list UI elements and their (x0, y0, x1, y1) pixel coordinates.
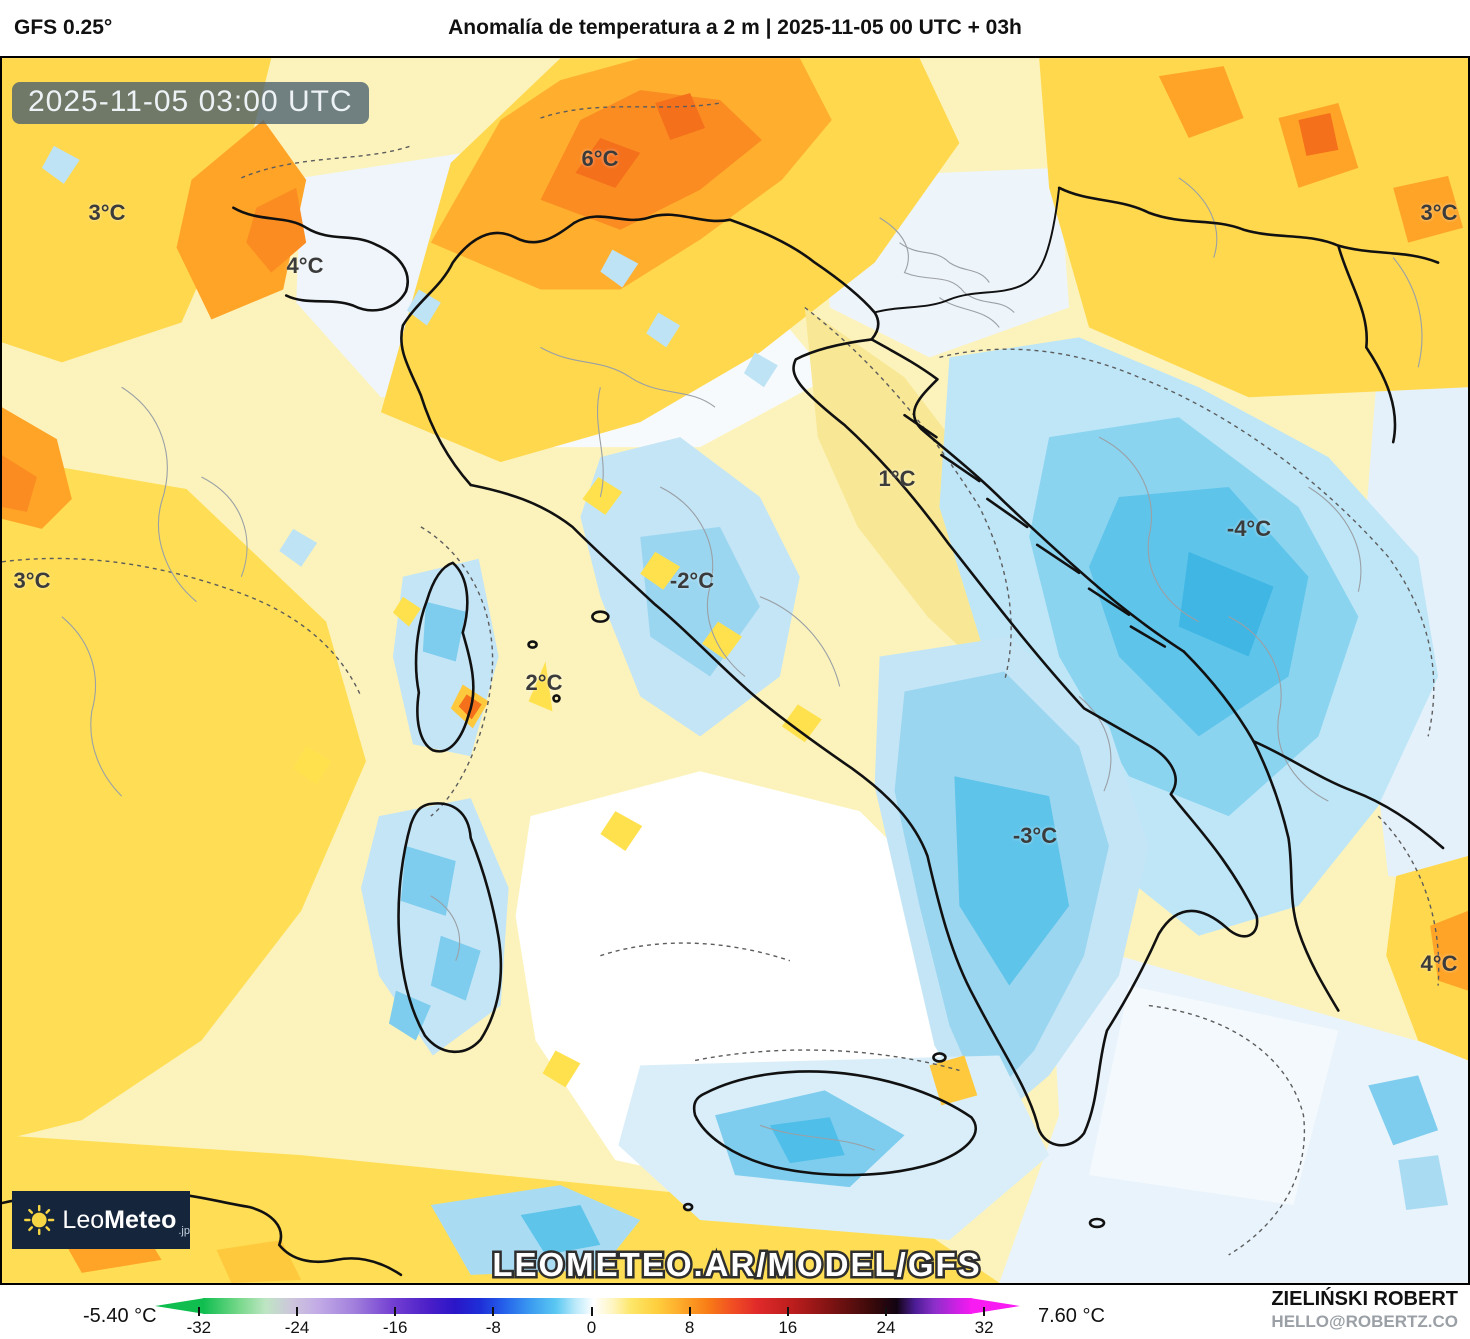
colorbar (155, 1298, 1020, 1314)
tick-label: -24 (284, 1318, 310, 1337)
tick-mark (492, 1307, 495, 1316)
tick-label: 24 (876, 1318, 896, 1337)
colorbar-left-arrow (155, 1298, 205, 1314)
logo-suffix: .jp (178, 1225, 190, 1237)
colorbar-max-label: 7.60 °C (1038, 1305, 1105, 1327)
tick-mark (983, 1307, 986, 1316)
logo-text: LeoMeteo (62, 1205, 177, 1234)
contour-lines (2, 102, 1440, 1256)
contour-label: -4°C (1226, 516, 1272, 541)
contour-label: 4°C (1420, 951, 1458, 976)
colorbar-min-label: -5.40 °C (83, 1305, 157, 1327)
tick-mark (786, 1307, 789, 1316)
model-label: GFS 0.25° (14, 16, 113, 39)
contour-label: 6°C (581, 146, 619, 171)
tick-mark (296, 1307, 299, 1316)
contour-label: -2°C (669, 568, 715, 593)
header-bar: GFS 0.25° Anomalía de temperatura a 2 m … (0, 0, 1470, 56)
tick-mark (590, 1307, 593, 1316)
tick-label: 8 (684, 1318, 695, 1337)
sun-icon (24, 1204, 55, 1236)
footer-bar: -5.40 °C -32 -24 -16 -8 0 8 16 24 32 7.60 °C ZIE… (0, 1285, 1470, 1339)
tick-label: -8 (485, 1318, 501, 1337)
contour-label: -3°C (1012, 823, 1058, 848)
leometeo-logo: LeoMeteo .jp (12, 1191, 190, 1249)
tick-label: 0 (586, 1318, 597, 1337)
tick-mark (197, 1307, 200, 1316)
colorbar-right-arrow (970, 1298, 1020, 1314)
contour-label: 3°C (13, 568, 51, 593)
weather-map: 2025-11-05 03:00 UTC 3°C 4°C 6°C 3°C 1°C -4°C… (0, 56, 1470, 1285)
timestamp-badge: 2025-11-05 03:00 UTC (12, 82, 369, 124)
contour-label: 2°C (525, 670, 563, 695)
page-title: Anomalía de temperatura a 2 m | 2025-11-… (448, 16, 1022, 39)
tick-mark (884, 1307, 887, 1316)
map-graphic (2, 58, 1468, 1283)
map-regions (2, 58, 1468, 1283)
coastlines (2, 186, 1445, 1277)
admin-borders (61, 177, 1423, 1151)
tick-label: -16 (382, 1318, 408, 1337)
tick-mark (688, 1307, 691, 1316)
colorbar-gradient (203, 1298, 972, 1314)
contour-label: 3°C (88, 200, 126, 225)
contour-label: 1°C (878, 466, 916, 491)
tick-label: -32 (186, 1318, 212, 1337)
watermark: LEOMETEO.AR/MODEL/GFS (490, 1244, 982, 1284)
tick-mark (394, 1307, 397, 1316)
contour-label: 4°C (286, 253, 324, 278)
credit-email: HELLO@ROBERTZ.CO (1271, 1312, 1458, 1331)
tick-label: 16 (778, 1318, 798, 1337)
tick-label: 32 (974, 1318, 994, 1337)
contour-label: 3°C (1420, 200, 1458, 225)
svg-text:LEOMETEO.AR/MODEL/GFS: LEOMETEO.AR/MODEL/GFS (492, 1246, 981, 1283)
credit-name: ZIELIŃSKI ROBERT (1271, 1288, 1458, 1310)
